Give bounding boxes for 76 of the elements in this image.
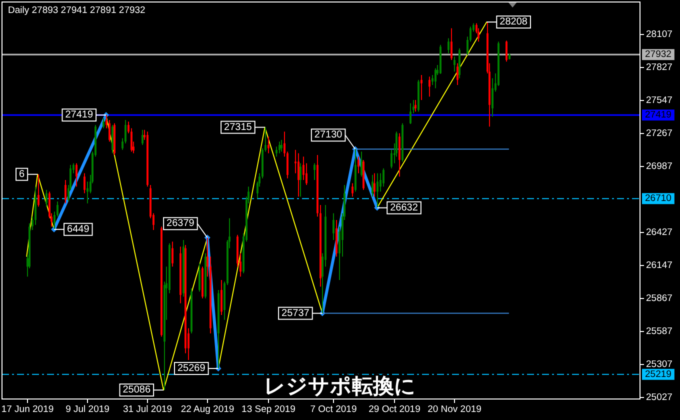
x-tick-label: 13 Sep 2019 <box>242 404 296 415</box>
y-tick-label: 26147 <box>646 260 672 271</box>
y-tick-label: 25027 <box>646 392 672 403</box>
annotation: 6 <box>19 168 26 180</box>
candlestick <box>298 152 300 198</box>
x-tick-label: 9 Jul 2019 <box>66 404 110 415</box>
candlestick <box>454 56 456 72</box>
candlestick <box>432 74 434 86</box>
y-tick-label: 27267 <box>646 128 672 139</box>
candlestick <box>102 118 104 129</box>
chart-title: Daily 27893 27941 27891 27932 <box>8 5 146 16</box>
annotation: 27315 <box>224 122 252 133</box>
x-tick-label: 22 Aug 2019 <box>180 404 234 415</box>
candlestick <box>46 189 48 208</box>
ref-line-label: 27419 <box>645 110 672 121</box>
candlestick <box>382 168 384 188</box>
candlestick <box>38 174 40 208</box>
y-tick-label: 25867 <box>646 293 672 304</box>
annotation: 6449 <box>67 224 90 235</box>
y-tick-label: 27547 <box>646 95 672 106</box>
candlestick <box>86 181 88 204</box>
y-tick-label: 26427 <box>646 227 672 238</box>
y-tick-label: 27827 <box>646 62 672 73</box>
candlestick <box>428 76 430 98</box>
candlestick <box>372 174 374 198</box>
ref-line-label: 25219 <box>645 368 672 380</box>
x-tick-label: 20 Nov 2019 <box>428 404 482 415</box>
candlestick <box>112 124 114 154</box>
candlestick <box>64 179 66 204</box>
annotation: レジサポ転換に <box>264 375 416 398</box>
candlestick <box>376 172 378 208</box>
annotation: 25269 <box>178 362 206 374</box>
y-tick-label: 25307 <box>646 359 672 370</box>
candlestick <box>332 212 334 240</box>
x-tick-label: 31 Jul 2019 <box>122 404 172 415</box>
candlestick <box>398 132 400 178</box>
annotation: 26632 <box>390 202 418 214</box>
candlestick <box>358 156 360 174</box>
candlestick <box>84 172 86 194</box>
candlestick <box>420 74 422 100</box>
x-tick-label: 7 Oct 2019 <box>310 404 357 415</box>
ref-line-label: 26710 <box>645 193 672 204</box>
candlestick <box>172 241 174 268</box>
candlestick <box>410 102 412 124</box>
candlestick <box>268 136 270 154</box>
ref-line-label: 27932 <box>645 49 672 60</box>
annotation: 25737 <box>282 308 310 319</box>
annotation: 25086 <box>122 384 151 396</box>
candlestick <box>108 119 110 142</box>
candlestick <box>76 162 78 188</box>
candlestick <box>280 139 282 152</box>
candlestick <box>198 262 200 292</box>
annotation: 28208 <box>500 16 528 28</box>
annotation: 26379 <box>166 218 195 230</box>
candlestick <box>492 78 494 118</box>
candlestick <box>434 68 436 89</box>
candlestick <box>314 162 316 180</box>
candlestick <box>456 62 458 86</box>
y-tick-label: 28107 <box>646 29 672 40</box>
candlestick <box>374 172 376 198</box>
candlestick <box>220 279 222 316</box>
candlestick <box>360 151 362 178</box>
annotation: 27419 <box>65 110 94 121</box>
candlestick <box>278 141 280 154</box>
candlestick <box>142 129 144 146</box>
candlestick <box>506 40 508 62</box>
x-tick-label: 17 Jun 2019 <box>1 404 54 415</box>
candlestick <box>450 28 452 60</box>
x-tick-label: 29 Oct 2019 <box>368 404 420 415</box>
y-tick-label: 26987 <box>646 161 672 172</box>
candlestick <box>300 162 302 198</box>
annotation: 27130 <box>314 130 343 141</box>
candlestick <box>448 38 450 54</box>
candlestick <box>352 182 354 198</box>
y-tick-label: 25587 <box>646 326 672 337</box>
candlestick <box>414 99 416 112</box>
